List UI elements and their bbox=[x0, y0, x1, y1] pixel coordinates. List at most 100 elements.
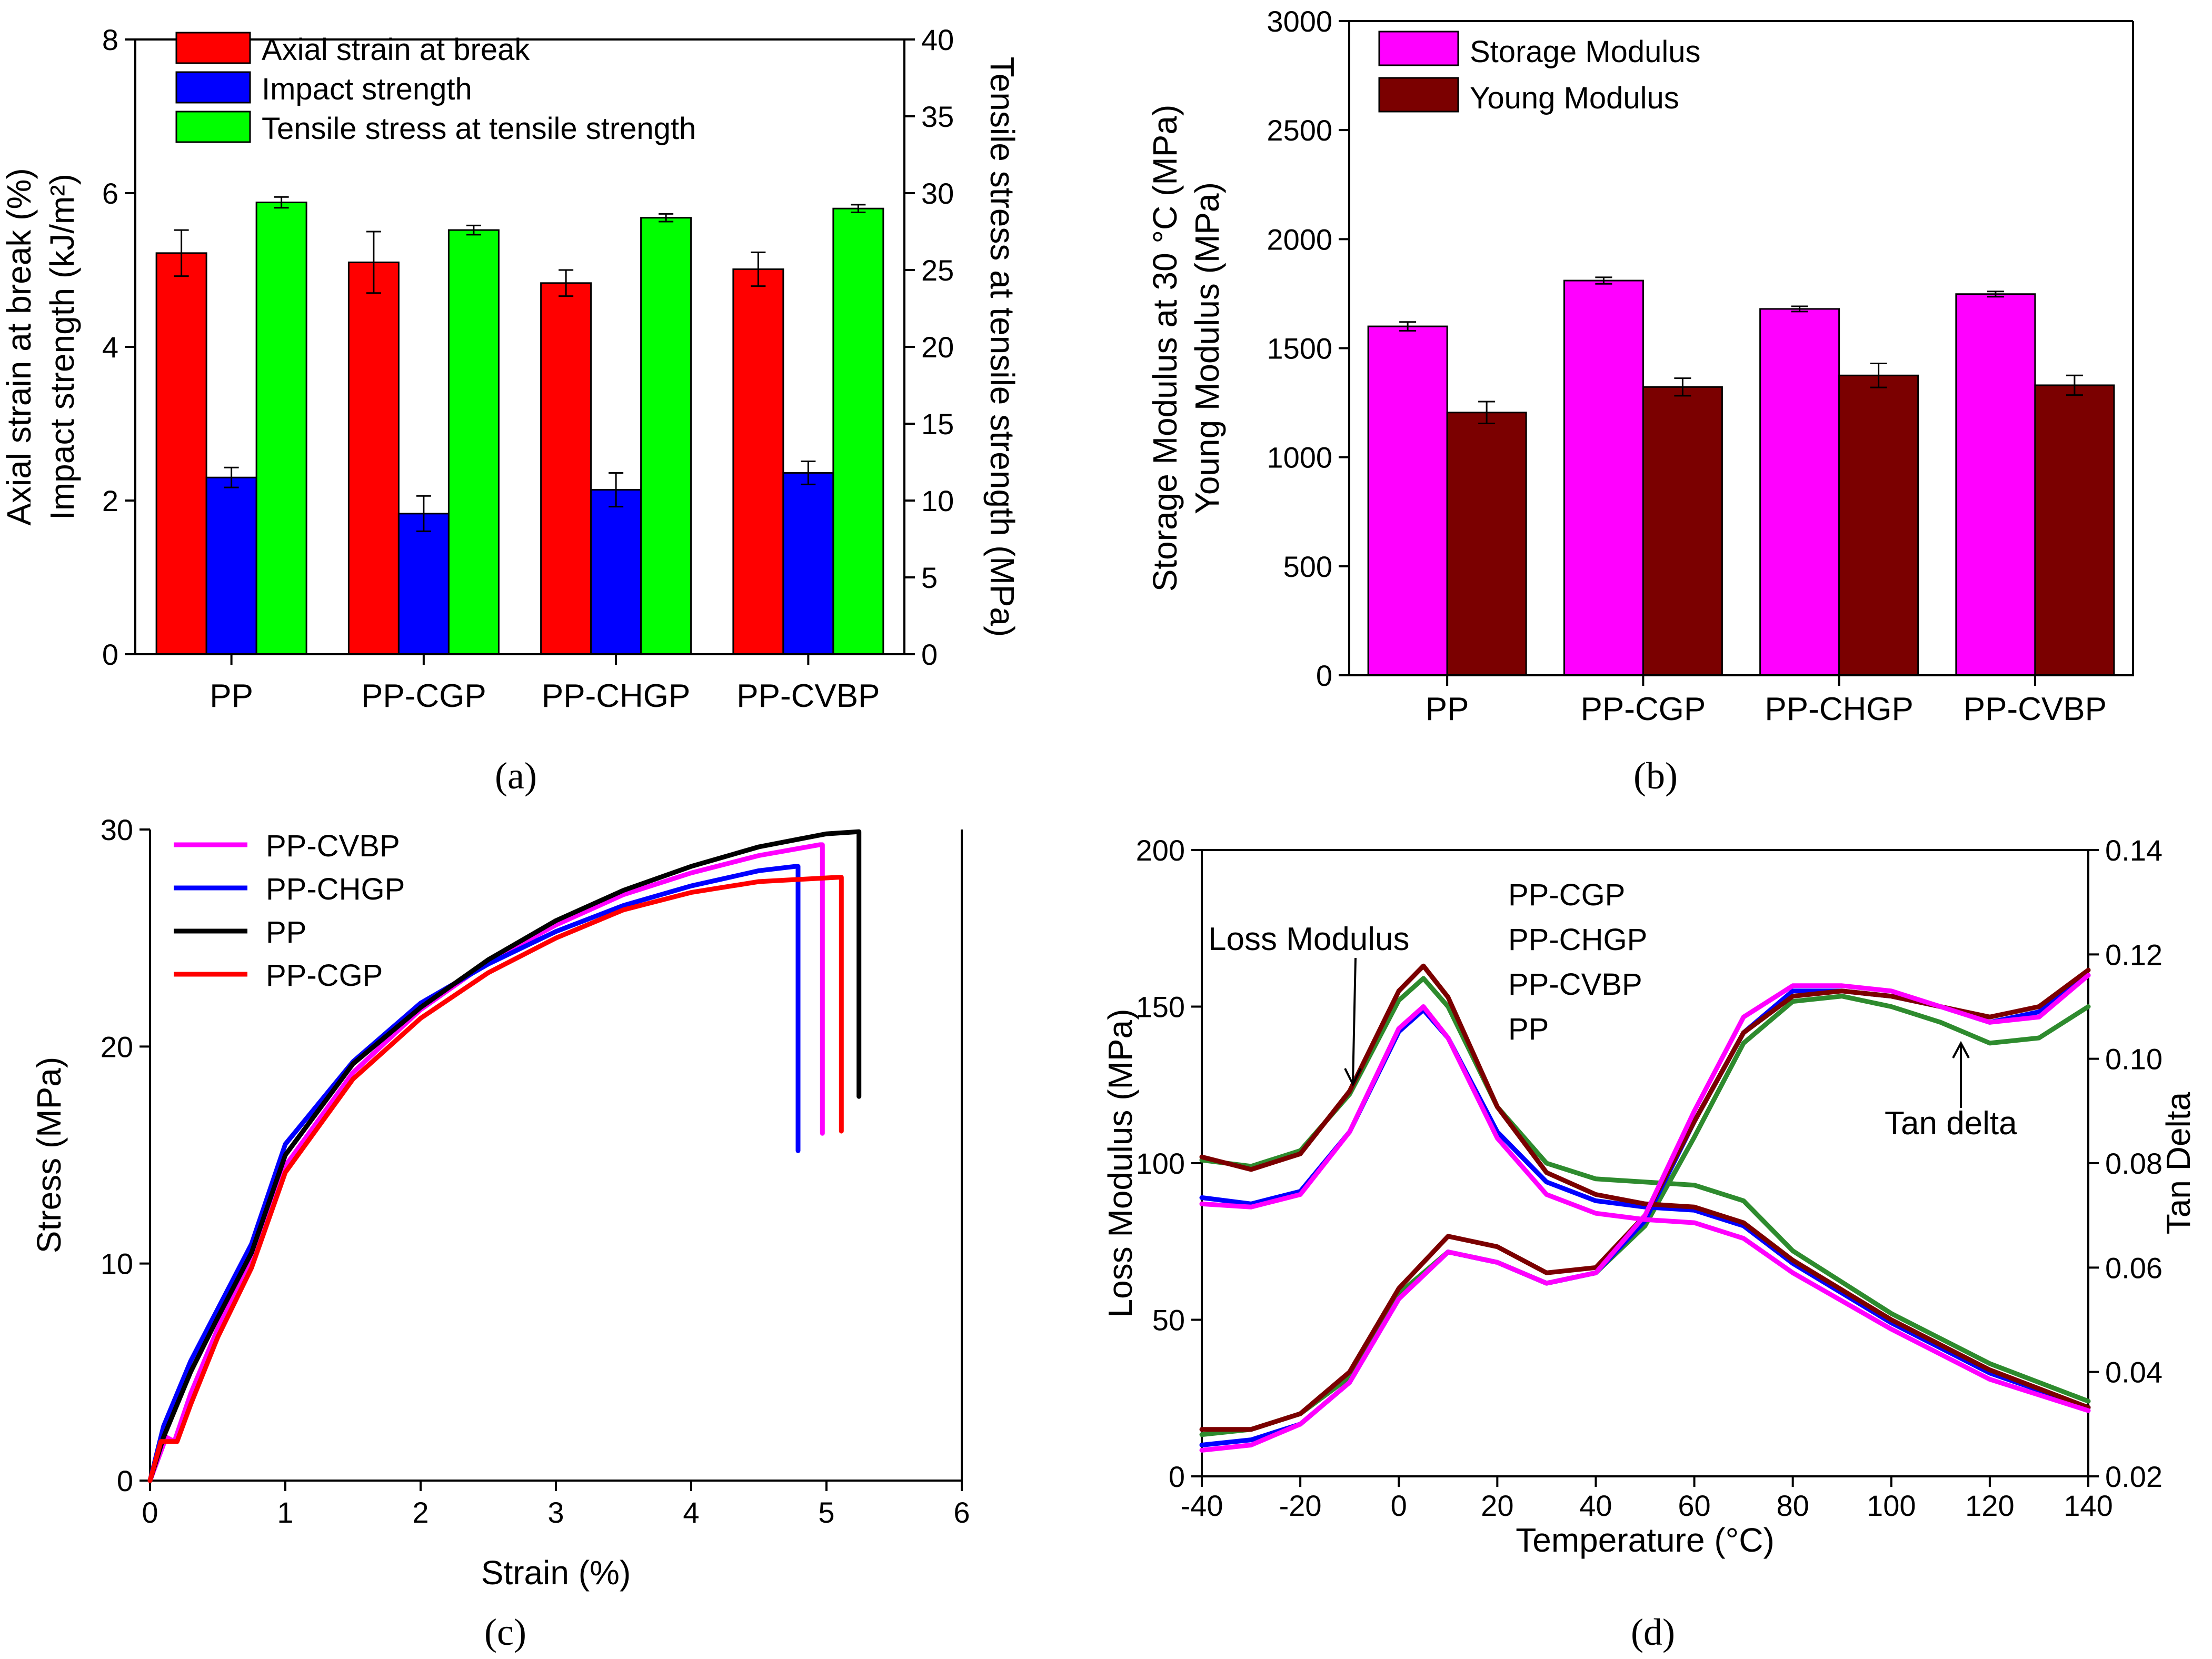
legend-label-3: PP-CGP bbox=[266, 958, 383, 993]
right-y-tick-label: 40 bbox=[921, 23, 954, 56]
x-tick-label: 3 bbox=[547, 1496, 564, 1529]
right-y-tick-label: 0.04 bbox=[2105, 1356, 2163, 1389]
bar-storage-modulus-pp-chgp bbox=[1759, 308, 1840, 676]
error-bar bbox=[466, 224, 481, 236]
error-bar bbox=[174, 229, 189, 277]
left-y-tick-label: 0 bbox=[1169, 1460, 1185, 1493]
y-axis-title-right: Tan Delta bbox=[2159, 1092, 2197, 1234]
x-tick-label: 2 bbox=[412, 1496, 429, 1529]
legend-1-label: Young Modulus bbox=[1470, 81, 1679, 115]
y-axis-title-left: Loss Modulus (MPa) bbox=[1101, 1009, 1139, 1318]
right-y-tick-label: 0 bbox=[921, 638, 938, 671]
right-y-tick-label: 15 bbox=[921, 407, 954, 441]
x-tick-label: 5 bbox=[818, 1496, 834, 1529]
legend-2-label: Tensile stress at tensile strength bbox=[262, 112, 696, 146]
error-bar bbox=[224, 466, 239, 488]
error-bar bbox=[1399, 321, 1417, 332]
x-tick-label: 20 bbox=[1481, 1489, 1513, 1522]
x-axis-title: Temperature (°C) bbox=[1516, 1521, 1775, 1559]
bar-storage-modulus-pp bbox=[1367, 325, 1448, 676]
error-bar bbox=[366, 231, 381, 294]
bar-tensile-stress-at-tensile-strength-pp-chgp bbox=[640, 217, 692, 655]
panel-label-c: (c) bbox=[484, 1611, 526, 1653]
panel-a-chart: PP PP-CGP PP-CHGP PP-CVBP 0 2 4 6 8 0 5 10 15 20 25 30 3… bbox=[0, 23, 1021, 797]
panel-label-b: (b) bbox=[1633, 755, 1678, 797]
x-axis-title: Strain (%) bbox=[481, 1554, 631, 1592]
annotation-loss-modulus: Loss Modulus bbox=[1208, 921, 1410, 957]
x-tick-label: 1 bbox=[277, 1496, 293, 1529]
left-y-tick-label: 4 bbox=[102, 331, 118, 364]
legend-0-swatch bbox=[1378, 31, 1459, 66]
right-y-tick-label: 10 bbox=[921, 484, 954, 517]
right-y-tick-label: 0.08 bbox=[2105, 1147, 2163, 1180]
annotation-arrow-tan-delta bbox=[1952, 1041, 1970, 1108]
legend-label-0: PP-CVBP bbox=[266, 829, 400, 863]
bar-young-modulus-pp bbox=[1446, 412, 1527, 676]
panel-label-d: (d) bbox=[1631, 1611, 1675, 1653]
curve-pp-cvbp bbox=[147, 842, 825, 1483]
annotation-tan-delta: Tan delta bbox=[1885, 1105, 2017, 1142]
legend-label-3: PP bbox=[1508, 1012, 1549, 1046]
error-bar bbox=[1870, 363, 1887, 388]
right-y-tick-label: 35 bbox=[921, 100, 954, 133]
loss-modulus-curve-pp bbox=[1199, 1004, 2091, 1413]
panel-label-a: (a) bbox=[495, 755, 537, 797]
bar-tensile-stress-at-tensile-strength-pp-cvbp bbox=[832, 207, 884, 655]
category-label-pp-chgp: PP-CHGP bbox=[1765, 691, 1913, 727]
error-bar bbox=[1478, 401, 1496, 424]
left-y-tick-label: 150 bbox=[1136, 991, 1185, 1024]
legend-label-2: PP-CVBP bbox=[1508, 967, 1642, 1002]
right-y-tick-label: 0.06 bbox=[2105, 1251, 2163, 1284]
error-bar bbox=[1791, 305, 1808, 313]
y-tick-label: 0 bbox=[1316, 659, 1332, 692]
y-axis-title-left-1: Axial strain at break (%) bbox=[0, 168, 38, 525]
bar-storage-modulus-pp-cvbp bbox=[1955, 293, 2036, 676]
error-bar bbox=[559, 269, 574, 297]
bar-impact-strength-pp-cvbp bbox=[782, 472, 834, 655]
bar-young-modulus-pp-cgp bbox=[1642, 386, 1723, 676]
y-tick-label: 3000 bbox=[1267, 5, 1332, 38]
category-label-pp-cgp: PP-CGP bbox=[361, 678, 486, 714]
y-tick-label: 2000 bbox=[1267, 223, 1332, 256]
right-y-tick-label: 0.10 bbox=[2105, 1043, 2163, 1076]
left-y-tick-label: 100 bbox=[1136, 1147, 1185, 1180]
category-label-pp: PP bbox=[210, 678, 253, 714]
error-bar bbox=[609, 472, 624, 508]
right-y-tick-label: 0.12 bbox=[2105, 938, 2163, 971]
category-label-pp-chgp: PP-CHGP bbox=[542, 678, 690, 714]
error-bar bbox=[801, 461, 816, 485]
error-bar bbox=[274, 196, 289, 209]
x-tick-label: 120 bbox=[1965, 1489, 2014, 1522]
bar-axial-strain-at-break-pp-cvbp bbox=[732, 268, 784, 655]
error-bar bbox=[751, 251, 766, 287]
legend-1-swatch bbox=[1378, 77, 1459, 113]
category-label-pp: PP bbox=[1426, 691, 1469, 727]
x-tick-label: 4 bbox=[683, 1496, 699, 1529]
legend-0-label: Axial strain at break bbox=[262, 33, 530, 67]
error-bar bbox=[2066, 374, 2083, 396]
x-tick-label: -40 bbox=[1181, 1489, 1223, 1522]
right-y-tick-label: 5 bbox=[921, 561, 938, 594]
curve-pp-cgp bbox=[147, 875, 844, 1483]
category-label-pp-cgp: PP-CGP bbox=[1581, 691, 1706, 727]
left-y-tick-label: 6 bbox=[102, 177, 118, 210]
panel-c-chart: 0 1 2 3 4 5 6 0 10 20 30 Strain (%) Stress (MPa) PP-C… bbox=[30, 813, 970, 1653]
legend-label-2: PP bbox=[266, 915, 306, 950]
error-bar bbox=[416, 495, 431, 532]
y-tick-label: 20 bbox=[101, 1030, 133, 1063]
left-y-tick-label: 50 bbox=[1152, 1304, 1185, 1337]
bar-tensile-stress-at-tensile-strength-pp bbox=[255, 202, 307, 655]
y-axis-title-1: Storage Modulus at 30 °C (MPa) bbox=[1146, 105, 1184, 592]
right-y-tick-label: 30 bbox=[921, 177, 954, 210]
tan-delta-curve-pp-cgp bbox=[1199, 994, 2091, 1437]
bar-impact-strength-pp-chgp bbox=[590, 489, 642, 655]
legend-label-1: PP-CHGP bbox=[266, 872, 405, 906]
x-tick-label: -20 bbox=[1279, 1489, 1322, 1522]
y-tick-label: 0 bbox=[117, 1464, 133, 1497]
right-y-tick-label: 25 bbox=[921, 254, 954, 287]
panel-d-chart: -40 -20 0 20 40 60 80 100 120 140 0 50 100 150 200 0.02… bbox=[1101, 834, 2197, 1653]
x-tick-label: 100 bbox=[1867, 1489, 1916, 1522]
legend-2-swatch bbox=[175, 111, 251, 143]
x-tick-label: 40 bbox=[1579, 1489, 1612, 1522]
